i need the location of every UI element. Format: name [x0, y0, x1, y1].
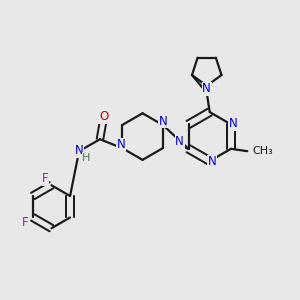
Text: O: O: [99, 110, 108, 123]
Text: F: F: [22, 216, 29, 230]
Text: N: N: [175, 135, 184, 148]
Text: CH₃: CH₃: [253, 146, 274, 156]
Text: N: N: [202, 82, 211, 95]
Text: N: N: [74, 144, 83, 158]
Text: N: N: [208, 155, 217, 168]
Text: N: N: [229, 117, 238, 130]
Text: N: N: [159, 115, 168, 128]
Text: F: F: [42, 172, 49, 185]
Text: H: H: [82, 153, 91, 163]
Text: N: N: [116, 138, 125, 151]
